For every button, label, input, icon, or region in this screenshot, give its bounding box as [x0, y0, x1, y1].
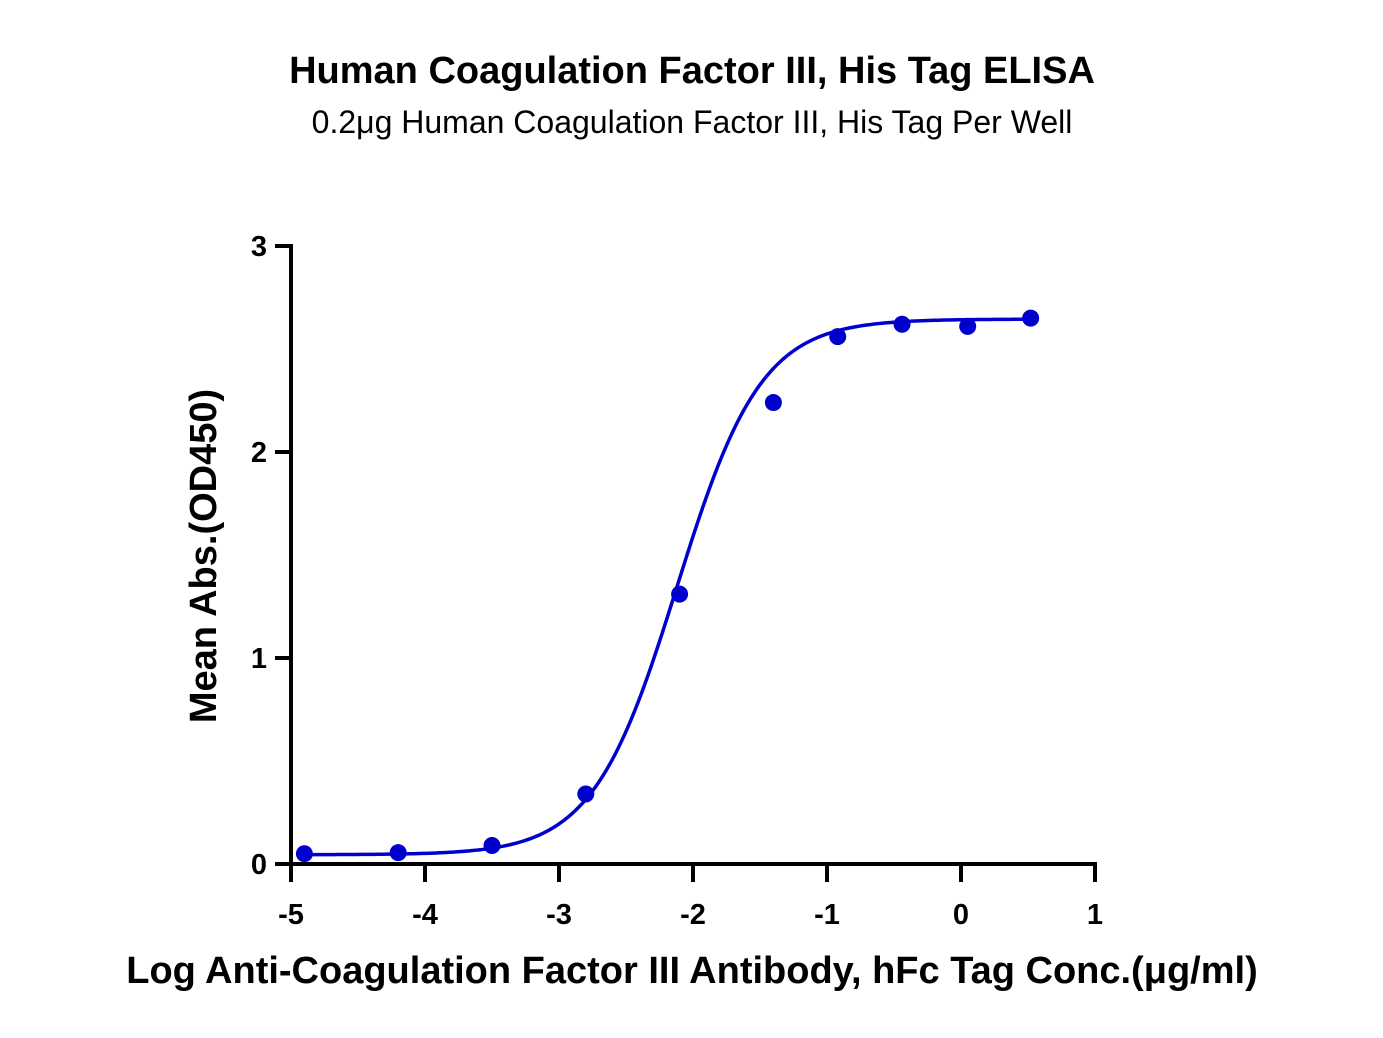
data-point — [483, 836, 501, 854]
x-tick-label: -4 — [412, 899, 438, 931]
data-point — [764, 394, 782, 412]
data-point — [389, 844, 407, 862]
x-tick-label: 0 — [953, 899, 969, 931]
data-point — [893, 315, 911, 333]
y-tick-label: 0 — [251, 849, 267, 881]
data-points — [295, 309, 1040, 863]
x-axis-label: Log Anti-Coagulation Factor III Antibody… — [126, 950, 1257, 992]
x-tick-label: -2 — [680, 899, 706, 931]
data-point — [829, 328, 847, 346]
x-ticks: -5 -4 -3 -2 -1 0 1 — [278, 864, 1103, 931]
x-tick-label: -3 — [546, 899, 572, 931]
data-point — [671, 585, 689, 603]
chart-title: Human Coagulation Factor III, His Tag EL… — [289, 50, 1095, 92]
y-ticks: 0 1 2 3 — [251, 231, 291, 881]
x-tick-label: 1 — [1087, 899, 1103, 931]
axes — [289, 244, 1097, 866]
x-tick-label: -5 — [278, 899, 304, 931]
data-point — [959, 317, 977, 335]
data-point — [1022, 309, 1040, 327]
fit-curve — [304, 317, 1031, 857]
data-point — [295, 845, 313, 863]
chart-subtitle: 0.2μg Human Coagulation Factor III, His … — [312, 104, 1073, 140]
x-tick-label: -1 — [814, 899, 840, 931]
data-point — [577, 785, 595, 803]
y-tick-label: 1 — [251, 643, 267, 675]
y-tick-label: 3 — [251, 231, 267, 263]
y-tick-label: 2 — [251, 437, 267, 469]
y-axis-label: Mean Abs.(OD450) — [183, 389, 225, 723]
